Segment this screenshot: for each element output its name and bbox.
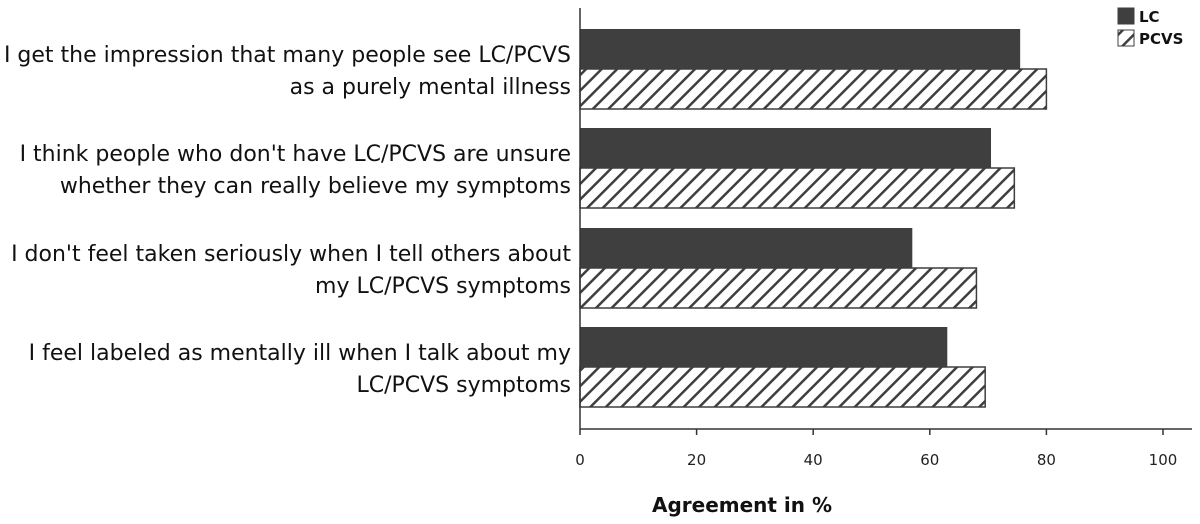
bar-lc-3	[580, 228, 913, 268]
axes-layer: 0 20 40 60 80 100	[575, 8, 1192, 469]
x-tick-label-80: 80	[1037, 451, 1056, 469]
x-tick-label-0: 0	[575, 451, 585, 469]
category-label-3-line-1: I don't feel taken seriously when I tell…	[11, 242, 571, 267]
bar-pcvs-2	[579, 167, 1016, 209]
bar-lc-4	[580, 327, 948, 367]
legend: LC PCVS	[1117, 7, 1183, 48]
category-label-4-line-2: LC/PCVS symptoms	[356, 373, 571, 398]
category-label-3-line-2: my LC/PCVS symptoms	[315, 274, 571, 299]
category-labels-layer: I get the impression that many people se…	[4, 43, 571, 398]
category-label-1-line-2: as a purely mental illness	[290, 75, 571, 100]
category-label-2-line-1: I think people who don't have LC/PCVS ar…	[20, 142, 571, 167]
bar-lc-2	[580, 128, 992, 168]
x-axis-title: Agreement in %	[652, 493, 832, 517]
category-label-2-line-2: whether they can really believe my sympt…	[60, 174, 571, 199]
bar-pcvs-4	[579, 366, 986, 408]
category-label-1-line-1: I get the impression that many people se…	[4, 43, 571, 68]
bar-pcvs-1	[579, 68, 1048, 110]
x-tick-label-60: 60	[920, 451, 939, 469]
x-tick-label-100: 100	[1149, 451, 1178, 469]
bar-lc-1	[580, 29, 1021, 69]
legend-label-pcvs: PCVS	[1139, 30, 1183, 48]
x-tick-label-20: 20	[687, 451, 706, 469]
legend-label-lc: LC	[1139, 8, 1160, 26]
x-tick-label-40: 40	[804, 451, 823, 469]
legend-swatch-lc	[1117, 7, 1135, 25]
category-label-4-line-1: I feel labeled as mentally ill when I ta…	[29, 341, 571, 366]
legend-swatch-pcvs	[1117, 29, 1135, 47]
bar-pcvs-3	[579, 267, 978, 309]
bars-layer	[579, 29, 1048, 408]
